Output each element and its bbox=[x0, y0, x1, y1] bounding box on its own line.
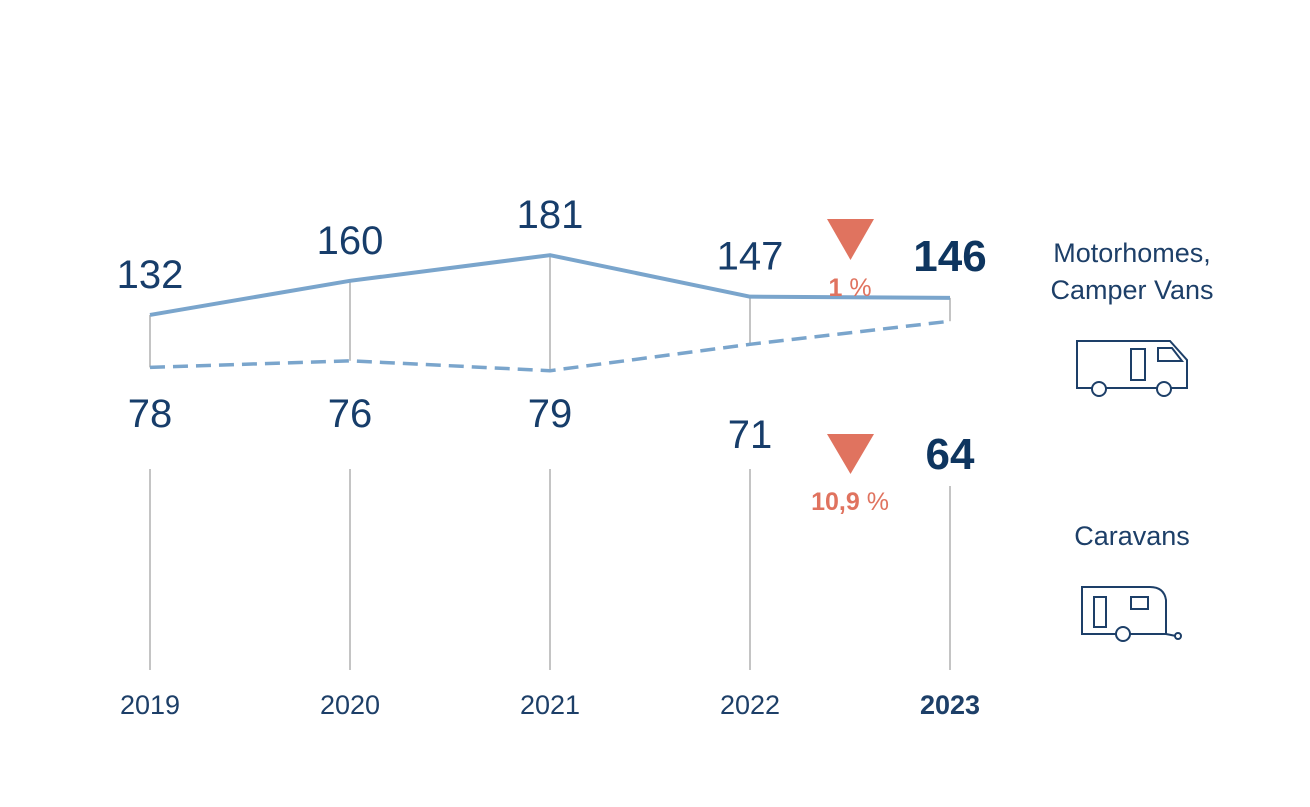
value-label-caravans-2020: 76 bbox=[328, 392, 373, 436]
legend-motorhomes: Motorhomes, Camper Vans bbox=[1050, 238, 1214, 397]
caravan-icon bbox=[1081, 586, 1182, 642]
x-tick-2019: 2019 bbox=[120, 690, 180, 720]
value-label-motorhomes-2021: 181 bbox=[517, 193, 584, 237]
legend-caravans-label: Caravans bbox=[1074, 521, 1190, 551]
legend-motorhomes-line1: Motorhomes, bbox=[1053, 238, 1211, 268]
x-tick-2022: 2022 bbox=[720, 690, 780, 720]
change-label-caravans: 10,9 % bbox=[811, 488, 889, 516]
series-line-motorhomes bbox=[149, 253, 951, 317]
value-label-motorhomes-2022: 147 bbox=[717, 235, 784, 279]
x-axis-ticks: 2019 2020 2021 2022 2023 bbox=[120, 690, 980, 720]
x-tick-2021: 2021 bbox=[520, 690, 580, 720]
x-tick-2020: 2020 bbox=[320, 690, 380, 720]
value-label-caravans-2021: 79 bbox=[528, 392, 573, 436]
value-label-caravans-2023: 64 bbox=[926, 430, 975, 479]
x-tick-2023: 2023 bbox=[920, 690, 980, 720]
change-indicator-motorhomes: 1 % bbox=[827, 219, 874, 302]
motorhome-icon bbox=[1076, 340, 1188, 397]
legend-caravans: Caravans bbox=[1074, 521, 1190, 642]
series-line-caravans bbox=[149, 319, 951, 373]
value-label-caravans-2022: 71 bbox=[728, 413, 773, 457]
value-label-motorhomes-2020: 160 bbox=[317, 219, 384, 263]
series-lines bbox=[149, 253, 951, 373]
value-label-motorhomes-2023: 146 bbox=[913, 232, 986, 281]
value-labels: 132 78 160 76 181 79 147 71 146 64 bbox=[117, 193, 987, 479]
change-indicator-caravans: 10,9 % bbox=[811, 434, 889, 516]
grid-lines bbox=[149, 255, 951, 670]
down-triangle-icon bbox=[827, 434, 874, 474]
down-triangle-icon bbox=[827, 219, 874, 260]
value-label-caravans-2019: 78 bbox=[128, 392, 173, 436]
value-label-motorhomes-2019: 132 bbox=[117, 253, 184, 297]
change-label-motorhomes: 1 % bbox=[828, 274, 871, 302]
legend-motorhomes-line2: Camper Vans bbox=[1050, 275, 1213, 305]
